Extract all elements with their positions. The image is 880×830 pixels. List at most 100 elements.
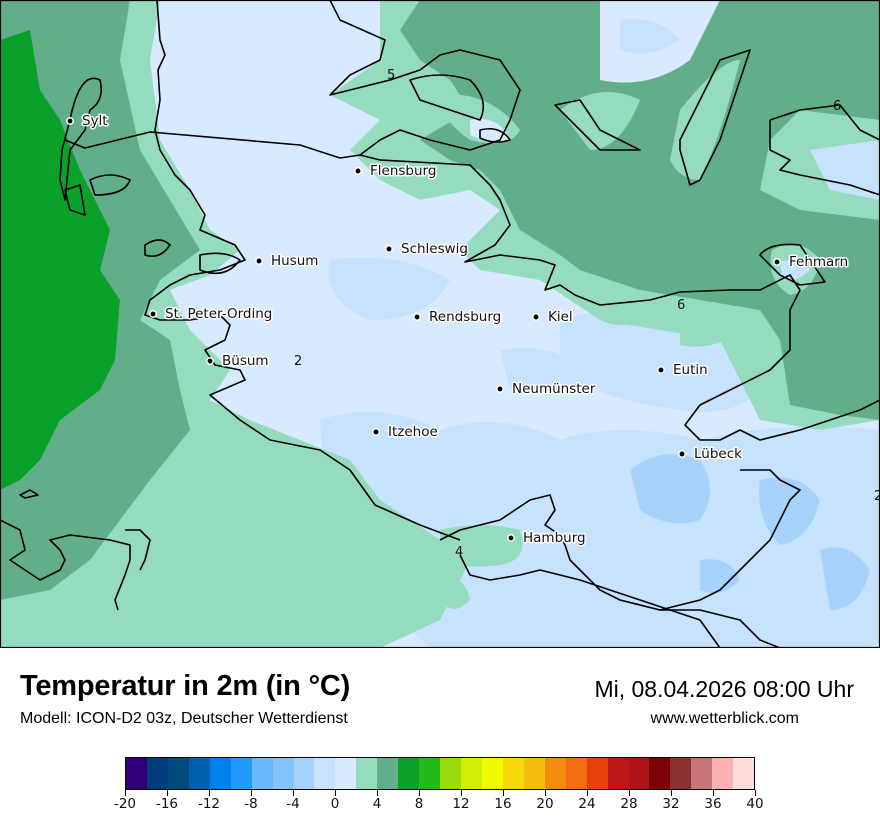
website-link[interactable]: www.wetterblick.com — [650, 710, 799, 727]
colorbar-tick — [587, 790, 588, 796]
colorbar-tick-label: -4 — [286, 796, 300, 812]
city-dot-icon — [385, 245, 393, 253]
contour-label: 5 — [387, 68, 395, 83]
contour-label: 6 — [833, 99, 841, 114]
colorbar-tick — [461, 790, 462, 796]
colorbar-segment — [398, 758, 420, 789]
colorbar-segment — [607, 758, 629, 789]
colorbar-segment — [293, 758, 315, 789]
city-label: Eutin — [673, 362, 708, 378]
colorbar-segment — [544, 758, 566, 789]
colorbar-tick-label: 16 — [494, 796, 512, 812]
city-label: Schleswig — [401, 241, 468, 257]
colorbar-tick — [335, 790, 336, 796]
colorbar-tick — [125, 790, 126, 796]
colorbar-segment — [356, 758, 378, 789]
colorbar-tick-label: 36 — [704, 796, 722, 812]
colorbar-tick-label: 32 — [662, 796, 680, 812]
colorbar-segment — [146, 758, 168, 789]
city-dot-icon — [507, 534, 515, 542]
colorbar-tick-label: -8 — [244, 796, 258, 812]
colorbar-segment — [481, 758, 503, 789]
city-marker: Eutin — [657, 361, 709, 380]
colorbar-segment — [565, 758, 587, 789]
model-subtitle: Modell: ICON-D2 03z, Deutscher Wetterdie… — [20, 710, 348, 727]
city-dot-icon — [496, 385, 504, 393]
city-label: Kiel — [548, 309, 573, 325]
colorbar-tick — [209, 790, 210, 796]
city-marker: Rendsburg — [413, 308, 503, 327]
colorbar-tick — [671, 790, 672, 796]
colorbar-segment — [272, 758, 294, 789]
colorbar-tick — [545, 790, 546, 796]
colorbar-tick — [167, 790, 168, 796]
contour-label: 2 — [874, 489, 880, 504]
colorbar-tick-label: 12 — [452, 796, 470, 812]
colorbar-segment — [314, 758, 336, 789]
colorbar-tick-label: 28 — [620, 796, 638, 812]
city-dot-icon — [678, 450, 686, 458]
city-marker: Büsum — [206, 352, 270, 371]
colorbar-tick-label: 0 — [330, 796, 340, 812]
colorbar-segment — [712, 758, 734, 789]
contour-label: 2 — [294, 354, 302, 369]
city-marker: Flensburg — [354, 162, 438, 181]
colorbar-tick — [755, 790, 756, 796]
colorbar-segment — [628, 758, 650, 789]
city-label: Sylt — [82, 113, 108, 129]
city-marker: Husum — [255, 252, 320, 271]
map-title: Temperatur in 2m (in °C) — [20, 670, 351, 702]
city-marker: Kiel — [532, 308, 574, 327]
colorbar-tick-label: 40 — [746, 796, 764, 812]
colorbar-segment — [251, 758, 273, 789]
colorbar-tick-label: 8 — [414, 796, 424, 812]
city-dot-icon — [532, 313, 540, 321]
city-marker: Fehmarn — [773, 253, 850, 272]
colorbar-segment — [126, 758, 147, 789]
colorbar-tick-label: 4 — [372, 796, 382, 812]
city-label: Hamburg — [523, 530, 586, 546]
colorbar-tick — [503, 790, 504, 796]
city-marker: Itzehoe — [372, 423, 439, 442]
colorbar-segment — [586, 758, 608, 789]
colorbar-segment — [167, 758, 189, 789]
temp-band-minus4-minus2 — [630, 454, 870, 610]
colorbar-segment — [523, 758, 545, 789]
city-dot-icon — [255, 257, 263, 265]
city-label: Büsum — [222, 353, 269, 369]
contour-labels: 6 6 2 4 2 5 — [294, 68, 880, 560]
colorbar-segment — [440, 758, 461, 789]
city-dot-icon — [773, 258, 781, 266]
contour-label: 4 — [455, 545, 463, 560]
city-marker: Lübeck — [678, 445, 744, 464]
colorbar-tick — [377, 790, 378, 796]
colorbar-segment — [461, 758, 482, 789]
city-dot-icon — [66, 117, 74, 125]
colorbar-tick — [629, 790, 630, 796]
temp-band-2-4-hamburg — [440, 525, 523, 567]
colorbar-tick-label: 24 — [578, 796, 596, 812]
colorbar-segment — [335, 758, 357, 789]
city-marker: Sylt — [66, 112, 109, 131]
city-label: Neumünster — [512, 381, 596, 397]
colorbar-segment — [419, 758, 441, 789]
city-label: Lübeck — [694, 446, 742, 462]
city-dot-icon — [657, 366, 665, 374]
city-marker: St. Peter-Ording — [149, 305, 274, 324]
city-dot-icon — [206, 357, 214, 365]
city-label: Flensburg — [370, 163, 436, 179]
city-label: Husum — [271, 253, 318, 269]
temperature-colorbar — [125, 757, 755, 790]
colorbar-ticks: -20 -16 -12 -8 -4 0 4 8 12 16 20 24 28 32 36 40 — [114, 790, 764, 820]
city-label: Fehmarn — [789, 254, 848, 270]
coastline-borders — [0, 0, 880, 648]
city-label: St. Peter-Ording — [165, 306, 272, 322]
colorbar-tick-label: -16 — [155, 796, 179, 812]
valid-datetime: Mi, 08.04.2026 08:00 Uhr — [594, 676, 854, 702]
city-markers: Sylt Flensburg Husum Schleswig Fehmarn St. Pe… — [66, 112, 850, 548]
colorbar-segment — [670, 758, 692, 789]
temperature-map: 6 6 2 4 2 5 Sylt Flensburg Husum Schleswig Fehmar… — [0, 0, 880, 648]
colorbar-segment — [188, 758, 210, 789]
colorbar-tick-label: 20 — [536, 796, 554, 812]
city-label: Rendsburg — [429, 309, 501, 325]
